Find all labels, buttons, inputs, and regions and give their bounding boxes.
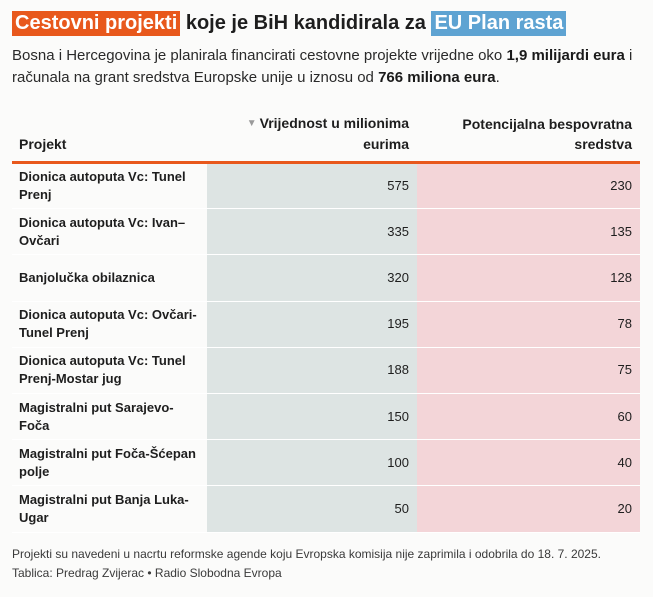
subtitle-text-2: i računala na grant sredstva Europske un…: [12, 47, 633, 86]
column-header-label: Potencijalna bespovratna sredstva: [462, 116, 632, 152]
table-row: Magistralni put Banja Luka-Ugar 50 20: [12, 485, 640, 532]
project-name-cell: Dionica autoputa Vc: Ivan–Ovčari: [19, 214, 186, 248]
column-header-sredstva[interactable]: Potencijalna bespovratna sredstva: [417, 113, 640, 163]
table-row: Magistralni put Sarajevo-Foča 150 60: [12, 393, 640, 440]
source-credit: Tablica: Predrag Zvijerac • Radio Slobod…: [12, 566, 282, 580]
chart-title: Cestovni projekti koje je BiH kandidiral…: [12, 9, 642, 37]
subtitle-bold-2: 766 miliona eura: [378, 69, 496, 86]
value-cell: 188: [207, 347, 417, 394]
title-middle: koje je BiH kandidirala za: [180, 12, 432, 34]
grant-cell: 40: [417, 439, 640, 486]
table-row: Dionica autoputa Vc: Tunel Prenj-Mostar …: [12, 347, 640, 394]
table-row: Dionica autoputa Vc: Ivan–Ovčari 335 135: [12, 208, 640, 255]
value-cell: 195: [207, 301, 417, 348]
title-highlight-blue: EU Plan rasta: [431, 11, 567, 36]
table-row: Dionica autoputa Vc: Tunel Prenj 575 230: [12, 162, 640, 209]
value-cell: 335: [207, 208, 417, 255]
value-cell: 150: [207, 393, 417, 440]
table-body: Dionica autoputa Vc: Tunel Prenj 575 230 Di…: [12, 162, 640, 532]
grant-cell: 78: [417, 301, 640, 348]
sort-descending-icon: ▼: [246, 118, 257, 129]
project-name-cell: Magistralni put Banja Luka-Ugar: [19, 491, 189, 525]
project-name-cell: Banjolučka obilaznica: [19, 269, 155, 285]
grant-cell: 230: [417, 162, 640, 209]
column-header-label: Projekt: [19, 136, 67, 152]
table-header-row: Projekt ▼ Vrijednost u milionima eurima P…: [12, 113, 640, 163]
grant-cell: 60: [417, 393, 640, 440]
table-row: Banjolučka obilaznica 320 128: [12, 254, 640, 302]
title-highlight-orange: Cestovni projekti: [12, 11, 181, 36]
value-cell: 100: [207, 439, 417, 486]
column-header-projekt[interactable]: Projekt: [12, 113, 207, 163]
column-header-label: Vrijednost u milionima eurima: [259, 115, 409, 152]
grant-cell: 128: [417, 254, 640, 302]
grant-cell: 135: [417, 208, 640, 255]
table-row: Magistralni put Foča-Šćepan polje 100 40: [12, 439, 640, 486]
footnote: Projekti su navedeni u nacrtu reformske …: [12, 547, 601, 561]
grant-cell: 75: [417, 347, 640, 394]
table-row: Dionica autoputa Vc: Ovčari-Tunel Prenj 1…: [12, 301, 640, 348]
subtitle-text-1: Bosna i Hercegovina je planirala financi…: [12, 47, 507, 64]
chart-notes: Projekti su navedeni u nacrtu reformske …: [12, 545, 601, 583]
chart-subtitle: Bosna i Hercegovina je planirala financi…: [12, 45, 642, 89]
value-cell: 50: [207, 485, 417, 532]
project-name-cell: Dionica autoputa Vc: Ovčari-Tunel Prenj: [19, 307, 197, 341]
grant-cell: 20: [417, 485, 640, 532]
project-name-cell: Magistralni put Sarajevo-Foča: [19, 399, 174, 433]
chart-container: Cestovni projekti koje je BiH kandidiral…: [12, 9, 642, 533]
value-cell: 575: [207, 162, 417, 209]
subtitle-text-3: .: [495, 69, 500, 86]
project-name-cell: Magistralni put Foča-Šćepan polje: [19, 445, 196, 479]
column-header-vrijednost[interactable]: ▼ Vrijednost u milionima eurima: [207, 113, 417, 163]
data-table: Projekt ▼ Vrijednost u milionima eurima P…: [12, 113, 640, 533]
value-cell: 320: [207, 254, 417, 302]
project-name-cell: Dionica autoputa Vc: Tunel Prenj: [19, 169, 186, 203]
subtitle-bold-1: 1,9 milijardi eura: [506, 47, 625, 64]
project-name-cell: Dionica autoputa Vc: Tunel Prenj-Mostar …: [19, 353, 186, 387]
